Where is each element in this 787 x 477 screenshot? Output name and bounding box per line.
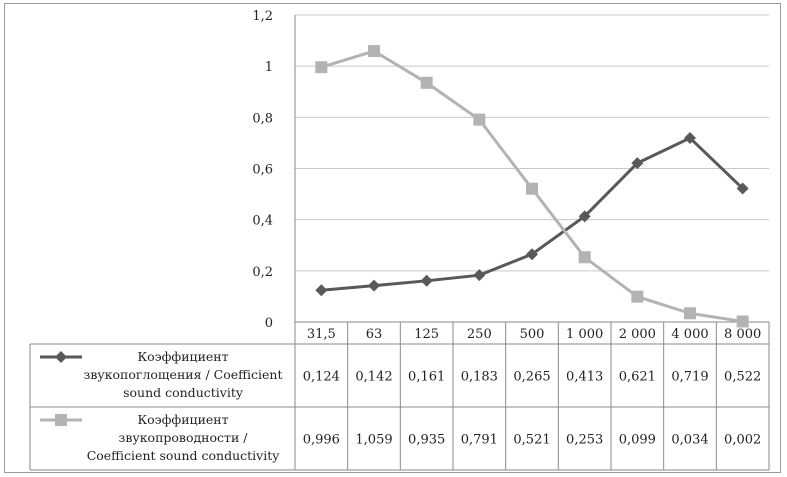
y-tick-label: 0 — [265, 316, 273, 331]
legend-key-marker — [55, 351, 67, 363]
x-tick-label: 31,5 — [307, 327, 336, 342]
x-tick-label: 63 — [366, 327, 383, 342]
data-point — [368, 279, 380, 292]
x-tick-label: 250 — [467, 327, 492, 342]
data-point — [684, 132, 696, 145]
x-tick-label: 8 000 — [724, 327, 761, 342]
series-line — [321, 136, 744, 292]
data-point — [526, 248, 538, 261]
legend-label: Коэффициент — [137, 349, 228, 364]
data-point — [684, 307, 696, 320]
data-label: 0,522 — [724, 370, 761, 385]
data-label: 0,253 — [566, 433, 603, 448]
legend-key-marker — [55, 414, 67, 426]
data-label: 1,059 — [355, 433, 392, 448]
data-point — [526, 182, 538, 195]
data-point — [315, 61, 328, 74]
data-point — [631, 157, 644, 170]
data-label: 0,413 — [566, 370, 603, 385]
x-tick-label: 1 000 — [566, 327, 603, 342]
data-point — [736, 182, 749, 195]
data-label: 0,099 — [619, 433, 656, 448]
data-label: 0,265 — [513, 370, 550, 385]
y-tick-label: 0,8 — [252, 111, 273, 126]
data-point — [420, 274, 433, 287]
data-point — [473, 113, 486, 126]
data-point — [736, 315, 749, 328]
data-label: 0,142 — [355, 370, 392, 385]
data-point — [368, 45, 380, 58]
data-label: 0,621 — [619, 370, 656, 385]
data-label: 0,002 — [724, 433, 761, 448]
data-label: 0,161 — [408, 370, 445, 385]
data-label: 0,791 — [461, 433, 498, 448]
data-point — [315, 284, 328, 297]
data-label: 0,719 — [671, 370, 708, 385]
x-tick-label: 500 — [520, 327, 545, 342]
data-label: 0,034 — [671, 433, 708, 448]
y-tick-label: 1 — [265, 60, 273, 75]
x-tick-label: 2 000 — [619, 327, 656, 342]
y-tick-label: 1,2 — [252, 9, 273, 24]
data-point — [578, 210, 591, 223]
y-tick-label: 0,6 — [252, 163, 273, 178]
x-tick-label: 125 — [414, 327, 439, 342]
data-point — [473, 269, 486, 282]
y-tick-label: 0,2 — [252, 265, 273, 280]
data-label: 0,996 — [303, 433, 340, 448]
data-point — [420, 76, 433, 89]
y-tick-label: 0,4 — [252, 214, 273, 229]
data-point — [578, 251, 591, 264]
legend-label: звукопроводности / — [119, 430, 249, 445]
data-label: 0,521 — [513, 433, 550, 448]
legend-label: Коэффициент — [137, 412, 228, 427]
data-point — [631, 290, 644, 303]
legend-label: звукопоглощения / Coefficient — [84, 367, 283, 382]
x-tick-label: 4 000 — [671, 327, 708, 342]
data-label: 0,124 — [303, 370, 340, 385]
legend-label: sound conductivity — [123, 385, 244, 400]
legend-label: Coefficient sound conductivity — [87, 448, 281, 463]
data-label: 0,935 — [408, 433, 445, 448]
data-label: 0,183 — [461, 370, 498, 385]
chart-frame — [4, 3, 781, 473]
